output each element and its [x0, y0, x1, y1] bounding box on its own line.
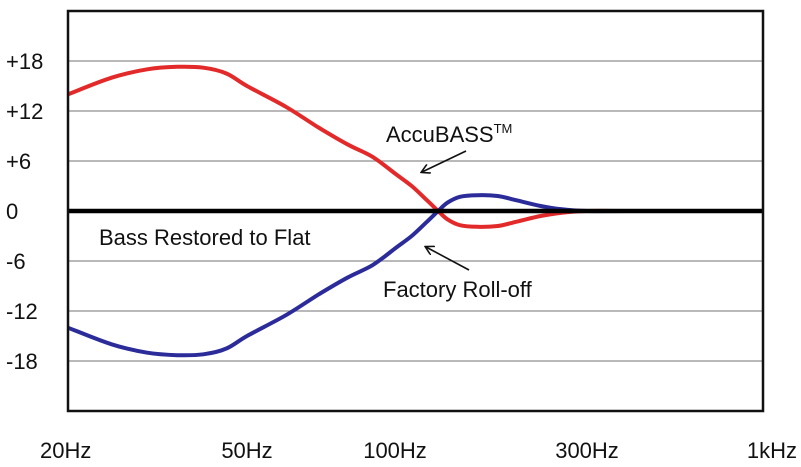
x-tick-label: 1kHz [747, 438, 797, 463]
arrow-accubass [422, 150, 467, 172]
y-tick-label: -18 [6, 349, 38, 374]
annotation-factory-rolloff: Factory Roll-off [383, 277, 533, 302]
grid-lines [68, 60, 763, 362]
annotations: AccuBASSTM Bass Restored to Flat Factory… [99, 121, 533, 302]
annotation-accubass: AccuBASSTM [386, 121, 512, 147]
y-tick-labels: +18 +12 +6 0 -6 -12 -18 [6, 49, 43, 374]
arrow-factory-rolloff [426, 247, 470, 271]
plot-frame [66, 9, 765, 413]
y-tick-label: 0 [6, 199, 18, 224]
y-tick-label: -12 [6, 299, 38, 324]
y-tick-label: +18 [6, 49, 43, 74]
y-tick-label: +12 [6, 99, 43, 124]
series-accubass-curve [67, 64, 763, 229]
y-tick-label: -6 [6, 249, 26, 274]
annotation-bass-restored: Bass Restored to Flat [99, 225, 311, 250]
y-tick-label: +6 [6, 149, 31, 174]
x-tick-labels: 20Hz 50Hz 100Hz 300Hz 1kHz [40, 438, 797, 463]
series-factory-rolloff-curve [67, 193, 763, 358]
x-tick-label: 50Hz [221, 438, 272, 463]
x-tick-label: 300Hz [555, 438, 619, 463]
x-tick-label: 100Hz [363, 438, 427, 463]
series-layer [67, 64, 763, 358]
x-tick-label: 20Hz [40, 438, 91, 463]
